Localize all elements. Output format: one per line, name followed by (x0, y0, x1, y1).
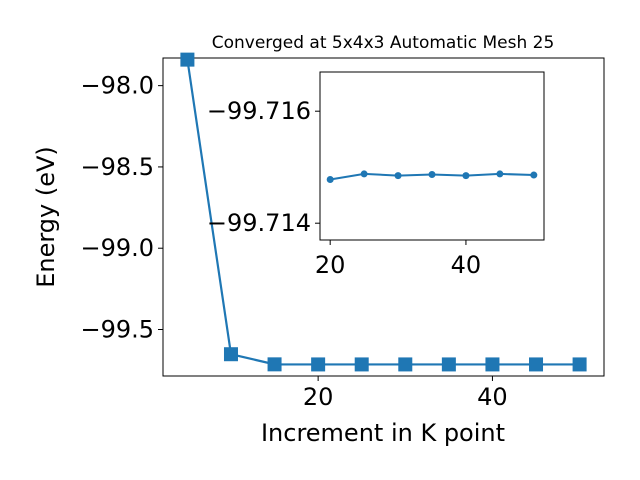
main-data-point (398, 357, 413, 372)
main-data-point (485, 357, 500, 372)
inset-axes-frame (319, 71, 545, 241)
inset-background (320, 72, 544, 240)
main-x-ticks: 20 40 (303, 376, 508, 411)
main-data-point (529, 357, 544, 372)
chart-title: Converged at 5x4x3 Automatic Mesh 25 (212, 33, 555, 53)
main-data-point (572, 357, 587, 372)
inset-chart: 20 40 −99.716−99.714 (207, 71, 545, 279)
main-y-tick-label: −98.5 (80, 153, 154, 181)
main-data-point (441, 357, 456, 372)
main-chart: Converged at 5x4x3 Automatic Mesh 25 20 4… (32, 33, 605, 447)
inset-data-point (394, 172, 402, 180)
main-y-tick-label: −98.0 (80, 72, 154, 100)
inset-y-ticks: −99.716 −99.714 (207, 97, 320, 237)
inset-data-point (496, 170, 504, 178)
x-axis-label: Increment in K point (261, 419, 505, 447)
inset-data-point (530, 171, 538, 179)
inset-y-tick-label: −99.716 (207, 97, 311, 125)
inset-x-ticks: 20 40 (315, 240, 481, 279)
inset-data-point (428, 170, 436, 178)
main-data-point (223, 347, 238, 362)
main-axes-frame (162, 57, 605, 377)
main-data-point (180, 52, 195, 67)
main-y-tick-label: −99.0 (80, 234, 154, 262)
main-plot-area: 20 40 −98.0−98.5−99.0−99.5 (80, 52, 605, 411)
main-data-point (311, 357, 326, 372)
inset-series (326, 170, 538, 184)
main-data-point (354, 357, 369, 372)
main-x-tick-label: 40 (477, 383, 508, 411)
main-series-line (186, 59, 580, 366)
main-data-point (267, 357, 282, 372)
inset-y-tick-label: −99.714 (207, 209, 311, 237)
inset-data-point (360, 170, 368, 178)
main-series (180, 52, 587, 372)
main-y-ticks: −98.0 −98.5 −99.0 −99.5 (80, 72, 163, 344)
main-x-tick-label: 20 (303, 383, 334, 411)
inset-x-tick-label: 40 (451, 251, 482, 279)
inset-data-point (462, 172, 470, 180)
inset-x-tick-label: 20 (315, 251, 346, 279)
inset-data-point (326, 176, 334, 184)
main-y-tick-label: −99.5 (80, 316, 154, 344)
y-axis-label: Energy (eV) (32, 146, 60, 288)
